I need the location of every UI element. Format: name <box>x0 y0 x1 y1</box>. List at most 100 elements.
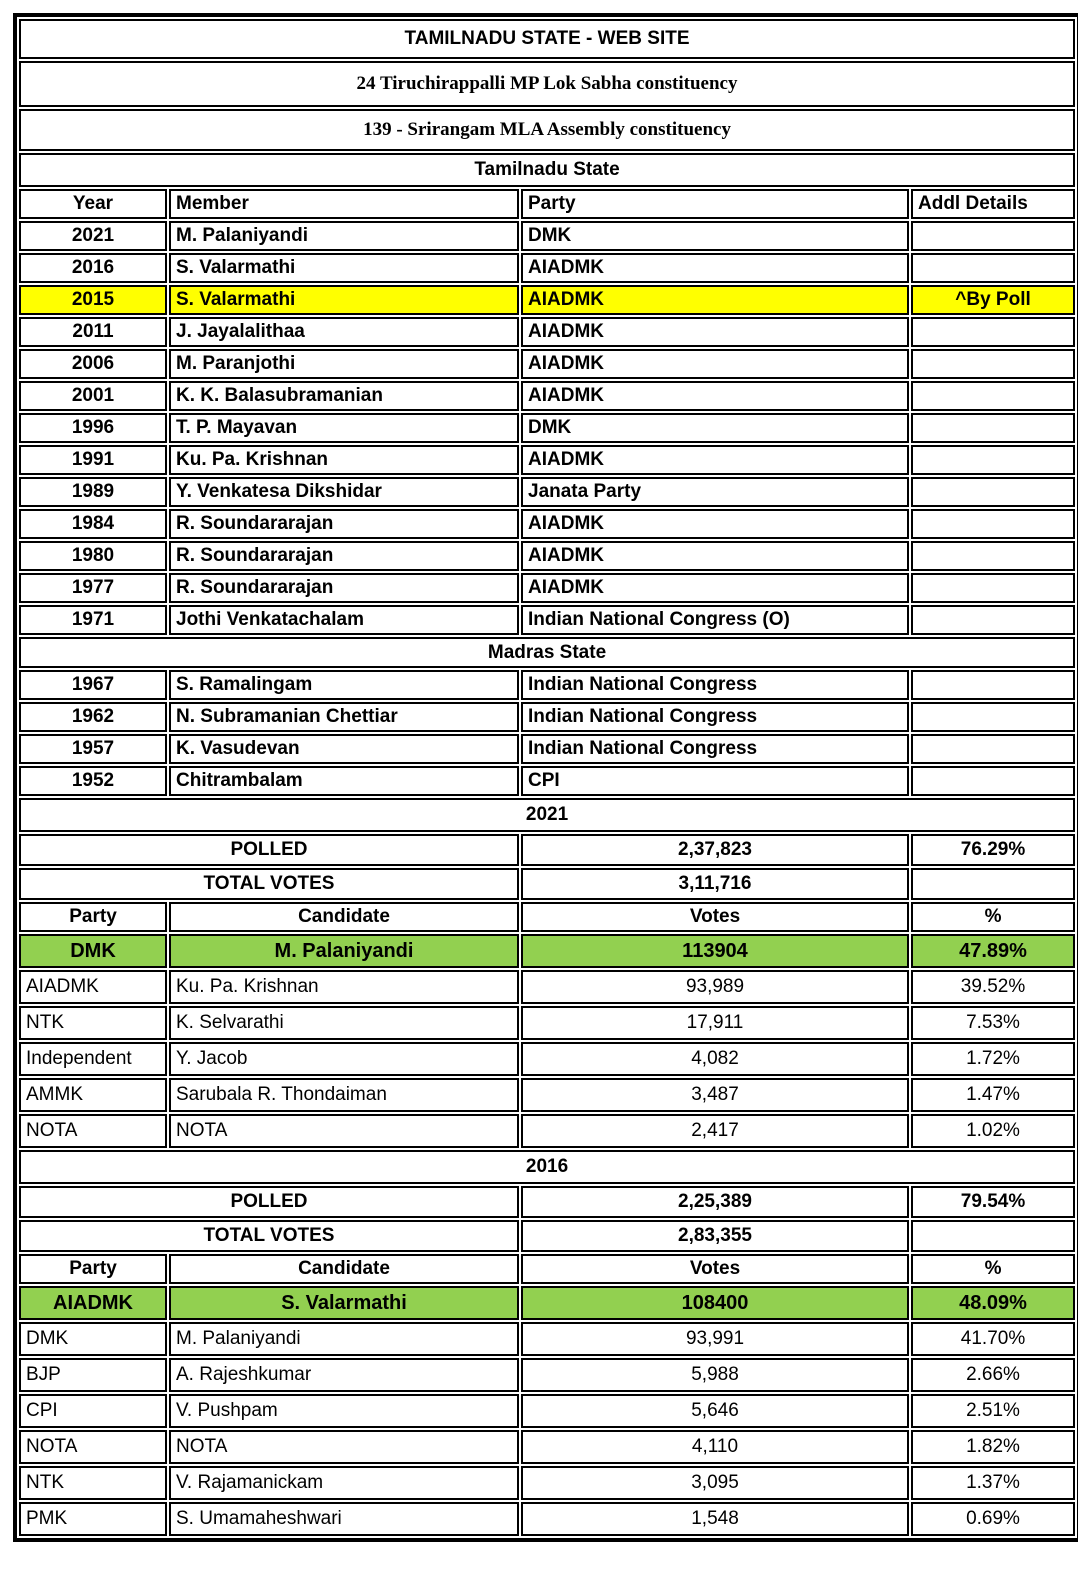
member-row: 1967 S. Ramalingam Indian National Congres… <box>19 670 1076 700</box>
percent-cell: 47.89% <box>911 934 1076 968</box>
member-cell: S. Valarmathi <box>169 285 519 315</box>
addl-details-cell: ^By Poll <box>911 285 1076 315</box>
party-cell: AMMK <box>19 1078 167 1112</box>
polled-votes: 2,37,823 <box>521 834 909 866</box>
percent-cell: 41.70% <box>911 1322 1076 1356</box>
addl-details-cell <box>911 253 1076 283</box>
party-cell: Indian National Congress <box>521 670 909 700</box>
tamilnadu-members-rows: 2021 M. Palaniyandi DMK 2016 S. Valarmathi AI… <box>19 221 1076 635</box>
candidate-cell: M. Palaniyandi <box>169 934 519 968</box>
percent-cell: 1.02% <box>911 1114 1076 1148</box>
member-row: 2006 M. Paranjothi AIADMK <box>19 349 1076 379</box>
member-row: 1989 Y. Venkatesa Dikshidar Janata Party <box>19 477 1076 507</box>
percent-cell: 39.52% <box>911 970 1076 1004</box>
percent-cell: 2.66% <box>911 1358 1076 1392</box>
party-cell: AIADMK <box>19 970 167 1004</box>
year-cell: 2021 <box>19 221 167 251</box>
candidate-cell: NOTA <box>169 1430 519 1464</box>
votes-cell: 3,095 <box>521 1466 909 1500</box>
year-cell: 1962 <box>19 702 167 732</box>
candidate-cell: A. Rajeshkumar <box>169 1358 519 1392</box>
party-cell: Janata Party <box>521 477 909 507</box>
votes-cell: 5,646 <box>521 1394 909 1428</box>
result-row: NTK V. Rajamanickam 3,095 1.37% <box>19 1466 1076 1500</box>
member-cell: Ku. Pa. Krishnan <box>169 445 519 475</box>
addl-details-cell <box>911 573 1076 603</box>
member-row: 1971 Jothi Venkatachalam Indian National C… <box>19 605 1076 635</box>
polled-label: POLLED <box>19 1186 519 1218</box>
tamilnadu-state-title-row: Tamilnadu State <box>19 153 1076 187</box>
candidate-cell: V. Rajamanickam <box>169 1466 519 1500</box>
addl-details-cell <box>911 381 1076 411</box>
madras-state-section: Madras State <box>19 637 1076 668</box>
result-row: Independent Y. Jacob 4,082 1.72% <box>19 1042 1076 1076</box>
madras-state-title-row: Madras State <box>19 637 1076 668</box>
result-row: NOTA NOTA 2,417 1.02% <box>19 1114 1076 1148</box>
candidate-cell: V. Pushpam <box>169 1394 519 1428</box>
member-row: 2021 M. Palaniyandi DMK <box>19 221 1076 251</box>
party-cell: DMK <box>19 1322 167 1356</box>
addl-details-cell <box>911 766 1076 796</box>
year-cell: 1996 <box>19 413 167 443</box>
party-header: Party <box>19 1254 167 1284</box>
votes-cell: 113904 <box>521 934 909 968</box>
polled-row: POLLED 2,25,389 79.54% <box>19 1186 1076 1218</box>
result-row: AMMK Sarubala R. Thondaiman 3,487 1.47% <box>19 1078 1076 1112</box>
votes-cell: 3,487 <box>521 1078 909 1112</box>
member-row: 1991 Ku. Pa. Krishnan AIADMK <box>19 445 1076 475</box>
addl-details-cell <box>911 509 1076 539</box>
candidate-cell: M. Palaniyandi <box>169 1322 519 1356</box>
results-2016-rows: AIADMK S. Valarmathi 108400 48.09% DMK M. Pal… <box>19 1286 1076 1536</box>
party-cell: Indian National Congress (O) <box>521 605 909 635</box>
party-cell: AIADMK <box>521 381 909 411</box>
winner-result-row: AIADMK S. Valarmathi 108400 48.09% <box>19 1286 1076 1320</box>
candidate-cell: Y. Jacob <box>169 1042 519 1076</box>
member-row: 1957 K. Vasudevan Indian National Congress <box>19 734 1076 764</box>
votes-cell: 5,988 <box>521 1358 909 1392</box>
votes-cell: 93,991 <box>521 1322 909 1356</box>
member-cell: Jothi Venkatachalam <box>169 605 519 635</box>
party-cell: NOTA <box>19 1114 167 1148</box>
election-2021-section: 2021 POLLED 2,37,823 76.29% TOTAL VOTES … <box>19 798 1076 932</box>
polled-row: POLLED 2,37,823 76.29% <box>19 834 1076 866</box>
addl-details-cell <box>911 541 1076 571</box>
addl-details-cell <box>911 445 1076 475</box>
percent-cell: 7.53% <box>911 1006 1076 1040</box>
member-cell: Chitrambalam <box>169 766 519 796</box>
party-cell: NTK <box>19 1006 167 1040</box>
winner-result-row: DMK M. Palaniyandi 113904 47.89% <box>19 934 1076 968</box>
madras-members-rows: 1967 S. Ramalingam Indian National Congres… <box>19 670 1076 796</box>
total-votes-row: TOTAL VOTES 3,11,716 <box>19 868 1076 900</box>
mla-constituency-title: 139 - Srirangam MLA Assembly constituenc… <box>19 109 1076 151</box>
candidate-cell: S. Valarmathi <box>169 1286 519 1320</box>
addl-details-cell <box>911 605 1076 635</box>
member-cell: S. Valarmathi <box>169 253 519 283</box>
party-cell: AIADMK <box>521 509 909 539</box>
party-cell: CPI <box>19 1394 167 1428</box>
percent-cell: 0.69% <box>911 1502 1076 1536</box>
year-cell: 1967 <box>19 670 167 700</box>
votes-cell: 108400 <box>521 1286 909 1320</box>
member-row: 1984 R. Soundararajan AIADMK <box>19 509 1076 539</box>
year-cell: 2015 <box>19 285 167 315</box>
polled-label: POLLED <box>19 834 519 866</box>
votes-cell: 4,082 <box>521 1042 909 1076</box>
total-votes-value: 2,83,355 <box>521 1220 909 1252</box>
party-cell: BJP <box>19 1358 167 1392</box>
votes-cell: 2,417 <box>521 1114 909 1148</box>
total-votes-value: 3,11,716 <box>521 868 909 900</box>
constituency-table: TAMILNADU STATE - WEB SITE 24 Tiruchirap… <box>13 13 1078 1542</box>
member-cell: M. Palaniyandi <box>169 221 519 251</box>
member-cell: K. K. Balasubramanian <box>169 381 519 411</box>
addl-details-cell <box>911 734 1076 764</box>
member-cell: Y. Venkatesa Dikshidar <box>169 477 519 507</box>
percent-cell: 1.47% <box>911 1078 1076 1112</box>
results-2021-rows: DMK M. Palaniyandi 113904 47.89% AIADMK Ku. P… <box>19 934 1076 1148</box>
party-cell: DMK <box>19 934 167 968</box>
member-row: 1952 Chitrambalam CPI <box>19 766 1076 796</box>
year-cell: 1980 <box>19 541 167 571</box>
members-header-row: Year Member Party Addl Details <box>19 189 1076 219</box>
percent-cell: 1.72% <box>911 1042 1076 1076</box>
results-header-row: Party Candidate Votes % <box>19 1254 1076 1284</box>
